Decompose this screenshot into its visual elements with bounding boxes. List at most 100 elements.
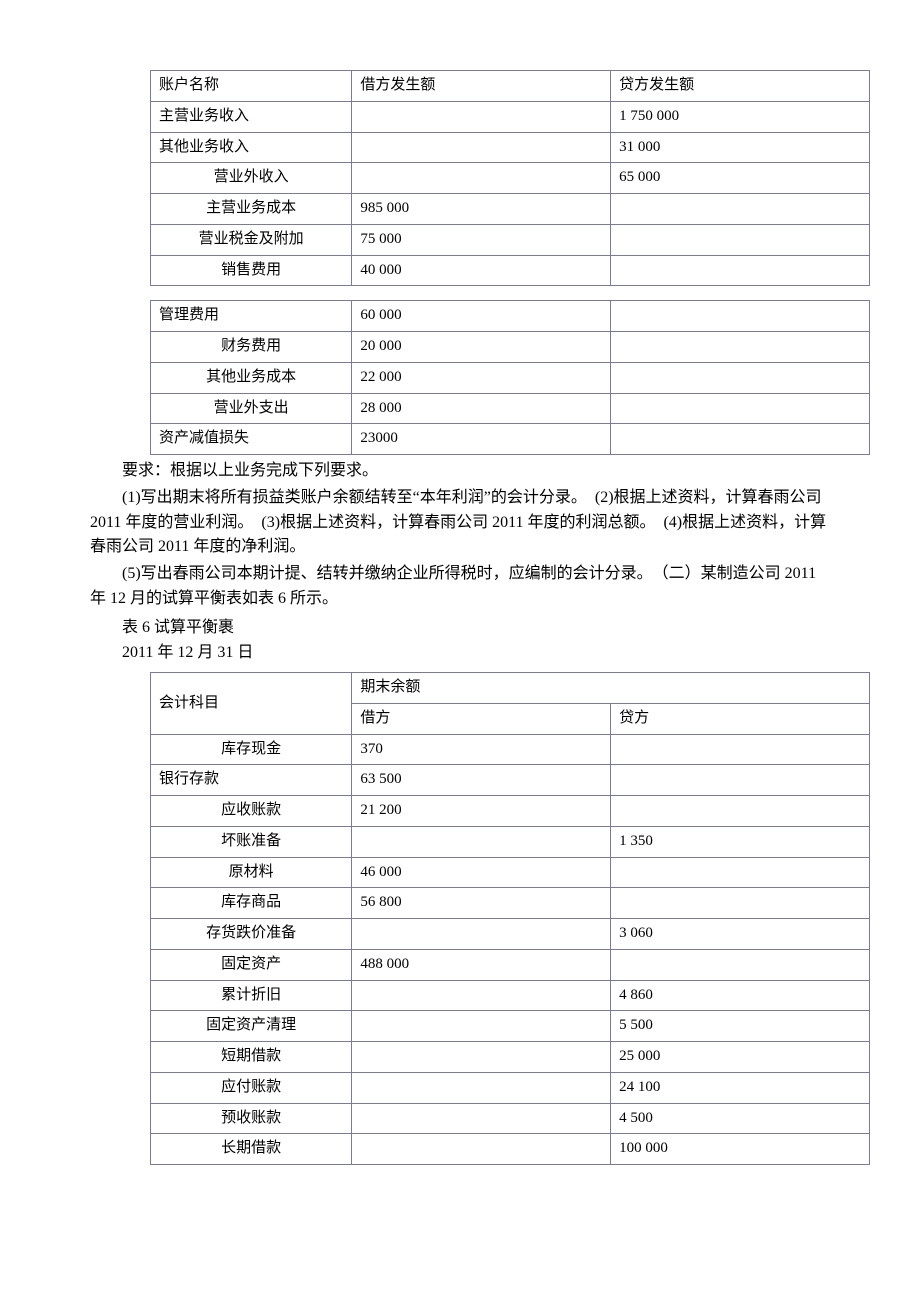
row-debit [352,1011,611,1042]
t2-h1: 借方 [352,703,611,734]
table-row: 应收账款21 200 [151,796,870,827]
table-row: 短期借款 25 000 [151,1042,870,1073]
row-credit: 5 500 [611,1011,870,1042]
t1a-header: 账户名称 借方发生额 贷方发生额 [151,71,870,102]
row-debit: 40 000 [352,255,611,286]
row-debit: 28 000 [352,393,611,424]
row-credit [611,301,870,332]
t2-h0: 会计科目 [151,673,352,735]
row-name: 短期借款 [151,1042,352,1073]
row-credit: 3 060 [611,919,870,950]
row-name: 银行存款 [151,765,352,796]
row-debit: 56 800 [352,888,611,919]
table-row: 营业外收入 65 000 [151,163,870,194]
row-credit: 25 000 [611,1042,870,1073]
row-credit: 4 500 [611,1103,870,1134]
row-credit: 1 350 [611,826,870,857]
table-row: 其他业务收入 31 000 [151,132,870,163]
t1a-h1: 借方发生额 [352,71,611,102]
row-name: 存货跌价准备 [151,919,352,950]
table-row: 银行存款63 500 [151,765,870,796]
row-name: 库存现金 [151,734,352,765]
items-line-1: (1)写出期末将所有损益类账户余额结转至“本年利润”的会计分录。 (2)根据上述… [90,486,830,560]
row-credit [611,224,870,255]
row-credit: 31 000 [611,132,870,163]
table-row: 主营业务收入 1 750 000 [151,101,870,132]
table-row: 坏账准备 1 350 [151,826,870,857]
row-credit [611,424,870,455]
row-debit: 75 000 [352,224,611,255]
table6-caption: 表 6 试算平衡裹 [90,616,830,639]
row-credit [611,765,870,796]
t1a-h0: 账户名称 [151,71,352,102]
row-name: 固定资产清理 [151,1011,352,1042]
row-name: 主营业务收入 [151,101,352,132]
row-debit [352,132,611,163]
table6-date: 2011 年 12 月 31 日 [90,641,830,664]
row-name: 营业外收入 [151,163,352,194]
row-debit: 985 000 [352,194,611,225]
row-name: 其他业务收入 [151,132,352,163]
table-row: 长期借款100 000 [151,1134,870,1165]
items-line-2: (5)写出春雨公司本期计提、结转并缴纳企业所得税时，应编制的会计分录。 （二）某… [90,562,830,612]
table-row: 库存商品 56 800 [151,888,870,919]
t2-h12: 期末余额 [352,673,870,704]
t2-header-row1: 会计科目 期末余额 [151,673,870,704]
row-credit: 65 000 [611,163,870,194]
table-row: 销售费用40 000 [151,255,870,286]
row-credit [611,332,870,363]
row-credit [611,888,870,919]
row-debit: 60 000 [352,301,611,332]
row-debit: 23000 [352,424,611,455]
row-name: 财务费用 [151,332,352,363]
row-name: 累计折旧 [151,980,352,1011]
row-credit [611,393,870,424]
t1a-h2: 贷方发生额 [611,71,870,102]
row-credit [611,194,870,225]
row-debit [352,1072,611,1103]
row-debit: 46 000 [352,857,611,888]
row-name: 资产减值损失 [151,424,352,455]
table-row: 其他业务成本 22 000 [151,362,870,393]
row-name: 管理费用 [151,301,352,332]
table-row: 库存现金370 [151,734,870,765]
row-name: 营业外支出 [151,393,352,424]
account-table-1b: 管理费用60 000财务费用20 000其他业务成本 22 000营业外支出28… [150,300,870,455]
row-credit [611,734,870,765]
row-debit [352,919,611,950]
trial-balance-table: 会计科目 期末余额 借方 贷方 库存现金370银行存款63 500应收账款21 … [150,672,870,1165]
table-row: 固定资产清理 5 500 [151,1011,870,1042]
table-row: 预收账款 4 500 [151,1103,870,1134]
requirement-line: 要求：根据以上业务完成下列要求。 [90,459,830,484]
table-row: 原材料 46 000 [151,857,870,888]
table-row: 累计折旧 4 860 [151,980,870,1011]
row-credit [611,362,870,393]
row-debit [352,1042,611,1073]
row-credit [611,857,870,888]
t2-h2: 贷方 [611,703,870,734]
row-debit: 20 000 [352,332,611,363]
row-credit [611,949,870,980]
row-name: 应付账款 [151,1072,352,1103]
row-name: 营业税金及附加 [151,224,352,255]
row-name: 库存商品 [151,888,352,919]
row-debit: 488 000 [352,949,611,980]
table-row: 存货跌价准备 3 060 [151,919,870,950]
row-name: 坏账准备 [151,826,352,857]
row-credit: 1 750 000 [611,101,870,132]
row-debit [352,1134,611,1165]
row-name: 主营业务成本 [151,194,352,225]
table-row: 财务费用20 000 [151,332,870,363]
row-name: 预收账款 [151,1103,352,1134]
row-credit: 4 860 [611,980,870,1011]
table-row: 营业税金及附加75 000 [151,224,870,255]
table-row: 应付账款 24 100 [151,1072,870,1103]
table-row: 营业外支出28 000 [151,393,870,424]
table-row: 主营业务成本985 000 [151,194,870,225]
row-credit: 24 100 [611,1072,870,1103]
row-name: 应收账款 [151,796,352,827]
row-debit: 370 [352,734,611,765]
row-name: 长期借款 [151,1134,352,1165]
row-credit [611,255,870,286]
table-gap [90,286,830,300]
